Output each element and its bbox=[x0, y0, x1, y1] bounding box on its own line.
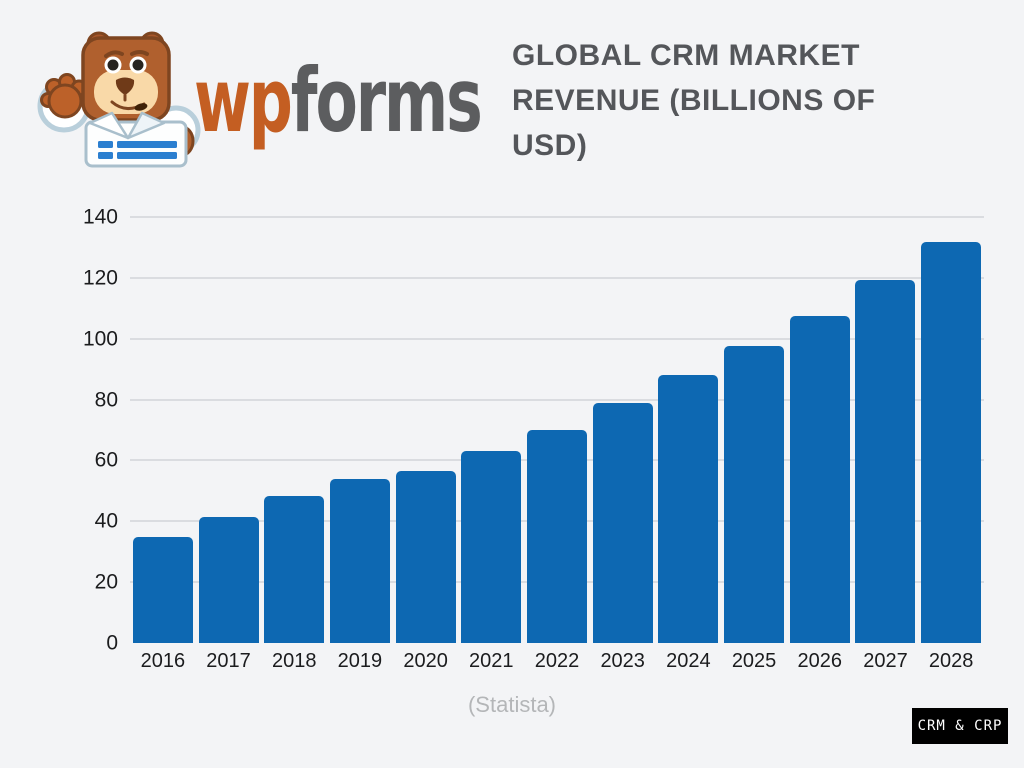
y-axis: 0 20 40 60 80 100 120 140 bbox=[0, 207, 118, 654]
bar-2022 bbox=[527, 430, 587, 643]
x-tick-label-2024: 2024 bbox=[666, 650, 711, 672]
source-caption: (Statista) bbox=[467, 692, 557, 717]
bar-2025 bbox=[724, 345, 785, 643]
x-tick-label-2027: 2027 bbox=[863, 650, 908, 672]
bar-2023 bbox=[592, 402, 653, 643]
bar-2021 bbox=[461, 451, 522, 643]
y-tick-label-100: 100 bbox=[82, 327, 118, 351]
wpforms-wordmark: wpforms bbox=[194, 49, 483, 153]
gridline-120 bbox=[130, 276, 984, 279]
x-tick-label-2022: 2022 bbox=[534, 650, 580, 672]
x-tick-label-2025: 2025 bbox=[731, 650, 777, 672]
x-tick-label-2016: 2016 bbox=[140, 650, 186, 672]
y-tick-label-60: 60 bbox=[94, 448, 118, 472]
x-tick-label-2021: 2021 bbox=[469, 650, 514, 672]
y-tick-label-20: 20 bbox=[94, 570, 118, 594]
bar-2017 bbox=[198, 516, 259, 643]
bar-2026 bbox=[789, 315, 850, 643]
bar-2020 bbox=[395, 470, 456, 643]
y-tick-label-120: 120 bbox=[82, 266, 118, 290]
gridline-140 bbox=[130, 216, 984, 218]
gridline-100 bbox=[130, 337, 984, 340]
x-tick-label-2023: 2023 bbox=[600, 650, 645, 672]
wpforms-logo bbox=[24, 10, 202, 172]
chart-title-line-3: USD) bbox=[512, 129, 588, 162]
x-tick-label-2019: 2019 bbox=[337, 650, 383, 672]
gridline-80 bbox=[130, 398, 984, 401]
chart-title: GLOBAL CRM MARKET REVENUE (BILLIONS OF U… bbox=[512, 33, 992, 168]
bar-2018 bbox=[264, 496, 325, 643]
bar-2019 bbox=[329, 479, 390, 643]
watermark-badge: CRM & CRP bbox=[912, 708, 1008, 744]
chart-title-line-1: GLOBAL CRM MARKET bbox=[512, 39, 860, 72]
x-tick-label-2017: 2017 bbox=[206, 650, 251, 672]
y-tick-label-80: 80 bbox=[94, 388, 118, 412]
y-tick-label-140: 140 bbox=[82, 205, 118, 229]
bar-2024 bbox=[658, 375, 719, 643]
plot-area bbox=[130, 216, 984, 643]
bear-mascot-icon bbox=[37, 31, 201, 168]
x-tick-label-2020: 2020 bbox=[403, 650, 448, 672]
bar-2016 bbox=[132, 537, 193, 643]
bar-2027 bbox=[855, 279, 916, 643]
x-tick-label-2026: 2026 bbox=[797, 650, 843, 672]
x-tick-label-2028: 2028 bbox=[928, 650, 974, 672]
wordmark-forms: forms bbox=[290, 49, 483, 152]
chart-title-line-2: REVENUE (BILLIONS OF bbox=[512, 84, 876, 117]
watermark-badge-label: CRM & CRP bbox=[917, 718, 1003, 734]
x-axis: 2016 2017 2018 2019 2020 2021 2022 2023 2024 2025… bbox=[130, 650, 984, 676]
y-tick-label-40: 40 bbox=[94, 509, 118, 533]
y-tick-label-0: 0 bbox=[106, 631, 118, 655]
wordmark-wp: wp bbox=[194, 49, 293, 152]
bar-2028 bbox=[921, 241, 982, 643]
x-tick-label-2018: 2018 bbox=[271, 650, 317, 672]
